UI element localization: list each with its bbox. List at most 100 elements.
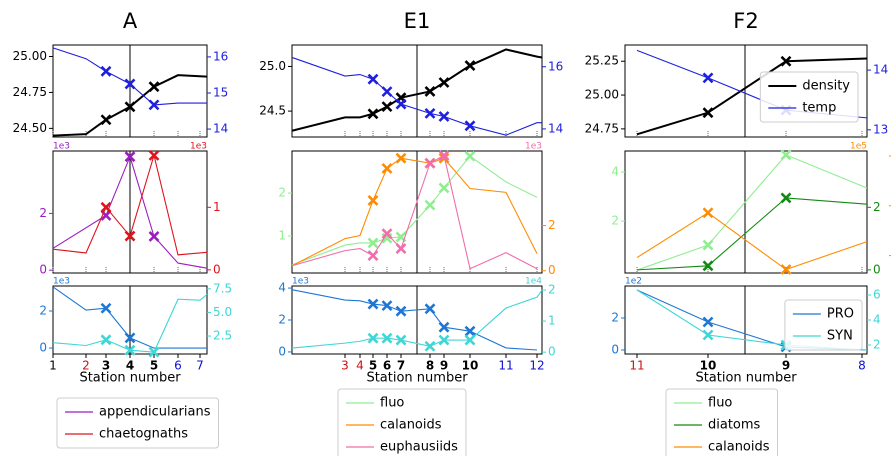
y-tick-label: 2 [39, 304, 47, 318]
legend-box [665, 388, 779, 456]
series-line [636, 197, 868, 271]
series-line [291, 56, 542, 136]
station-marker [702, 207, 714, 219]
station-marker [148, 81, 160, 93]
station-marker [100, 201, 112, 213]
x-tick-label: 3 [102, 359, 110, 373]
station-marker [148, 99, 160, 111]
station-marker [424, 303, 436, 315]
y-tick-label: 25.0 [259, 59, 286, 73]
y-tick-label: 6 [873, 288, 881, 302]
station-marker [438, 182, 450, 194]
y-tick-label: 7.5 [213, 281, 232, 295]
station-marker [780, 55, 792, 67]
x-tick-label: 10 [462, 359, 479, 373]
station-marker [424, 340, 436, 352]
y-tick-label: 0 [873, 262, 881, 276]
legend-label: calanoids [380, 418, 442, 433]
station-marker [438, 111, 450, 122]
station-marker [395, 152, 407, 164]
x-tick-label: 11 [498, 359, 513, 373]
station-marker [381, 162, 393, 174]
station-marker [702, 316, 714, 328]
y-tick-label: 2 [873, 338, 881, 352]
x-tick-label: 2 [82, 359, 90, 373]
y-tick-label: 2 [39, 206, 47, 220]
x-tick-label: 10 [700, 359, 717, 373]
station-marker [438, 77, 450, 88]
scale-label: 1e3 [525, 142, 542, 152]
x-tick-label: 9 [782, 359, 790, 373]
y-tick-label: 2 [278, 313, 286, 327]
x-tick-label: 8 [858, 359, 866, 373]
station-marker [381, 101, 393, 113]
y-tick-label: 16 [213, 49, 228, 63]
station-marker [381, 300, 393, 312]
station-marker [124, 230, 136, 242]
station-marker [100, 114, 112, 126]
series-line [52, 294, 208, 353]
series-line [291, 289, 538, 351]
scale-label: 1e3 [53, 142, 70, 152]
y-tick-label: 25.25 [585, 54, 619, 68]
column-title: A [123, 9, 138, 33]
y-tick-label: 2 [611, 311, 619, 325]
x-axis-label: Station number [695, 371, 797, 386]
station-marker [367, 250, 379, 262]
station-marker [367, 298, 379, 310]
y-tick-label: 0 [213, 262, 221, 276]
x-tick-label: 8 [426, 359, 434, 373]
station-marker [100, 302, 112, 314]
station-marker [367, 332, 379, 344]
y-tick-label: 14 [213, 122, 228, 136]
y-tick-label: 2.5 [213, 329, 232, 343]
legend-label: PRO [827, 307, 854, 322]
y-tick-label: 5.0 [213, 305, 232, 319]
y-tick-label: 24.50 [13, 121, 47, 135]
x-tick-label: 1 [49, 359, 57, 373]
station-marker [702, 329, 714, 341]
station-marker [148, 346, 160, 358]
x-axis-label: Station number [79, 371, 181, 386]
station-marker [381, 332, 393, 344]
legend-label: appendicularians [99, 405, 211, 420]
station-marker [100, 334, 112, 346]
x-tick-label: 4 [126, 359, 134, 373]
y-tick-label: 1 [548, 314, 556, 328]
y-tick-label: 0 [548, 345, 556, 359]
x-tick-label: 6 [174, 359, 182, 373]
y-tick-label: 4 [873, 313, 881, 327]
station-marker [424, 107, 436, 119]
station-marker [702, 72, 714, 84]
y-tick-label: 14 [873, 63, 888, 77]
y-tick-label: 1 [278, 229, 286, 243]
station-marker [100, 65, 112, 77]
x-tick-label: 5 [369, 359, 377, 373]
scale-label: 1e4 [525, 277, 542, 287]
series-line [636, 57, 868, 136]
station-marker [395, 98, 407, 110]
legend-label: euphausiids [380, 440, 458, 455]
y-tick-label: 16 [548, 59, 563, 73]
legend-box [784, 299, 863, 351]
x-tick-label: 9 [440, 359, 448, 373]
station-marker [124, 78, 136, 90]
station-marker [367, 237, 379, 249]
station-marker [464, 325, 476, 337]
series-line [636, 212, 868, 271]
station-marker [702, 107, 714, 119]
y-tick-label: 0 [611, 343, 619, 357]
scale-label: 1e2 [625, 277, 642, 287]
station-marker [464, 334, 476, 346]
station-marker [381, 228, 393, 240]
legend-box [337, 388, 467, 456]
scale-label: 1e3 [53, 277, 70, 287]
legend-label: fluo [708, 396, 732, 411]
y-tick-label: 2 [873, 200, 881, 214]
y-tick-label: 24.75 [13, 85, 47, 99]
legend-label: diatoms [708, 418, 761, 433]
x-tick-label: 5 [150, 359, 158, 373]
y-tick-label: 2 [278, 186, 286, 200]
station-marker [100, 209, 112, 221]
